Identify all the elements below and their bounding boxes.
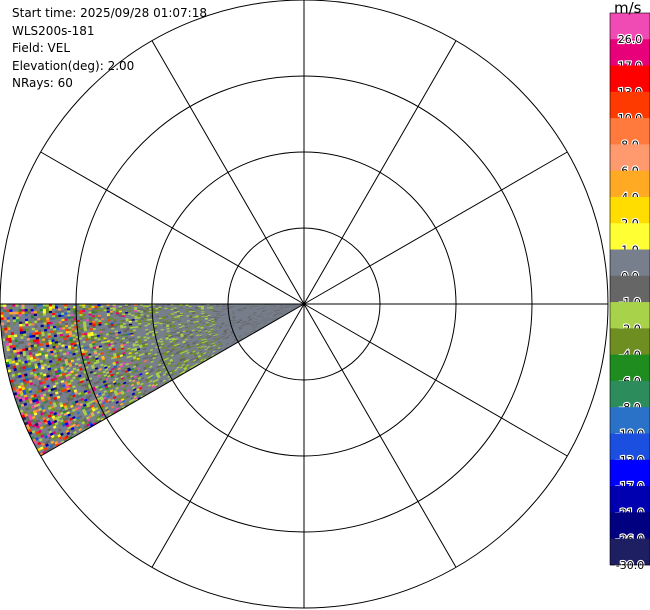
range-gate xyxy=(3,329,8,334)
range-gate xyxy=(6,329,11,333)
velocity-data-sector xyxy=(0,303,304,457)
range-gate xyxy=(10,329,14,333)
